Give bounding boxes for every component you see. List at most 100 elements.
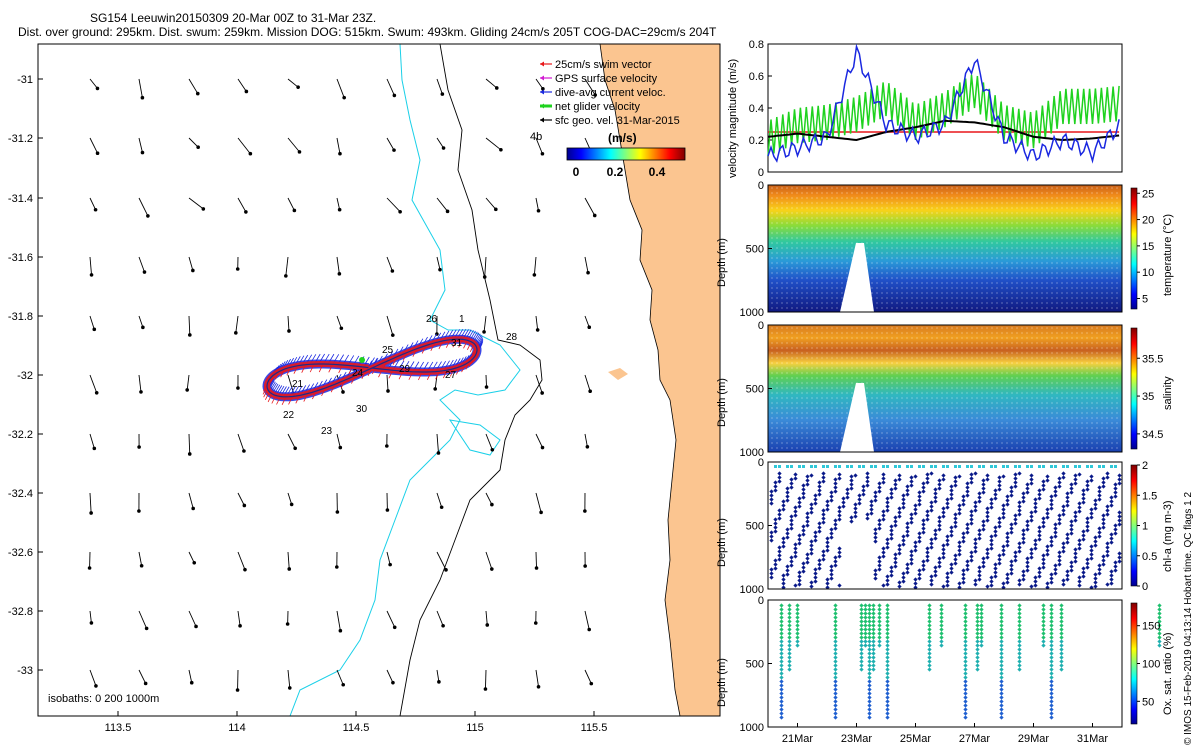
chl-point <box>973 471 978 476</box>
oxygen-point <box>1017 643 1022 648</box>
chl-point <box>957 540 962 545</box>
chl-point <box>1113 560 1118 565</box>
chl-point <box>1037 570 1042 575</box>
oxygen-point <box>1017 647 1022 652</box>
oxygen-point <box>1017 603 1022 608</box>
chl-surface-point <box>918 465 921 468</box>
chl-point <box>1077 542 1082 547</box>
oxygen-point <box>1017 663 1022 668</box>
chl-surface-point <box>1090 465 1093 468</box>
chl-surface-point <box>846 465 849 468</box>
swim-vector <box>388 370 394 379</box>
swim-vector <box>408 371 414 380</box>
oxygen-point <box>975 663 980 668</box>
section-plot-fill <box>768 185 1122 312</box>
vector-arrow <box>535 433 543 448</box>
chl-point <box>1005 535 1010 540</box>
oxygen-point <box>999 683 1004 688</box>
chl-point <box>1081 488 1086 493</box>
oxygen-point <box>1017 639 1022 644</box>
oxygen-point <box>975 611 980 616</box>
panel3-cbar-label: salinity <box>1162 376 1174 410</box>
chl-point <box>1073 547 1078 552</box>
label-4b: 4b <box>530 131 542 143</box>
chl-point <box>1117 477 1122 482</box>
chl-point <box>1037 496 1042 501</box>
chl-point <box>1013 476 1018 481</box>
map-panel: 113.5 114 114.5 115 115.5 -31 -31.2 -31.4 -31.6 -… <box>8 43 721 734</box>
vector-arrow <box>584 256 589 273</box>
oxygen-point <box>975 643 980 648</box>
vector-arrow <box>386 78 395 96</box>
oxygen-point <box>963 651 968 656</box>
chl-point <box>1041 565 1046 570</box>
chl-point <box>965 489 970 494</box>
oxygen-point <box>1059 651 1064 656</box>
chl-surface-point <box>1038 465 1041 468</box>
oxygen-point <box>963 683 968 688</box>
oxygen-point <box>1049 603 1054 608</box>
chl-point <box>1077 583 1082 588</box>
chl-point <box>1085 528 1090 533</box>
swim-vector <box>340 379 346 389</box>
chl-point <box>965 559 970 564</box>
chl-surface-point <box>1086 465 1089 468</box>
swim-vector <box>263 389 269 398</box>
chl-point <box>1049 576 1054 581</box>
map-ytick-label: -32.2 <box>8 429 33 441</box>
swim-vector <box>435 371 441 380</box>
chl-point <box>1009 522 1014 527</box>
oxygen-point <box>999 707 1004 712</box>
colorbar-tick-label: 25 <box>1142 188 1154 200</box>
chl-surface-point <box>862 465 865 468</box>
chl-point <box>993 574 998 579</box>
oxygen-point <box>1157 635 1162 640</box>
chl-point <box>1085 524 1090 529</box>
chl-point <box>993 492 998 497</box>
vector-arrow <box>138 256 145 273</box>
oxygen-point <box>1049 635 1054 640</box>
map-ytick-label: -32 <box>17 370 33 382</box>
chl-point <box>977 532 982 537</box>
vector-arrow <box>287 197 295 211</box>
panel4-ylabel: Depth (m) <box>716 518 728 567</box>
section-plot-fill <box>768 325 1122 452</box>
vector-arrow <box>287 433 296 449</box>
oxygen-point <box>999 631 1004 636</box>
chl-point <box>1057 484 1062 489</box>
chl-point <box>1057 521 1062 526</box>
chl-point <box>1029 584 1034 589</box>
chl-surface-point <box>1102 465 1105 468</box>
vector-arrow <box>235 315 239 333</box>
vector-arrow <box>436 669 440 682</box>
chl-point <box>1101 517 1106 522</box>
vector-arrow <box>436 137 444 149</box>
chl-surface-point <box>982 465 985 468</box>
chl-point <box>1113 531 1118 536</box>
chl-point <box>1093 543 1098 548</box>
swim-vector <box>267 393 273 403</box>
chl-point <box>1021 491 1026 496</box>
chl-point <box>1089 507 1094 512</box>
chl-point <box>1109 569 1114 574</box>
chl-point <box>1029 514 1034 519</box>
swim-vector <box>265 391 270 400</box>
vector-arrow <box>336 256 340 274</box>
chl-point <box>981 556 986 561</box>
chl-point <box>965 485 970 490</box>
vector-arrow <box>386 610 396 628</box>
oxygen-point <box>999 679 1004 684</box>
chl-point <box>981 560 986 565</box>
oxygen-point <box>1049 695 1054 700</box>
depth-tick: 500 <box>746 659 764 671</box>
chl-point <box>1005 502 1010 507</box>
chl-surface-point <box>870 465 873 468</box>
chl-point <box>1009 567 1014 572</box>
chl-point <box>1093 584 1098 589</box>
oxygen-point <box>963 659 968 664</box>
chl-point <box>989 583 994 588</box>
vector-arrow <box>535 669 539 687</box>
chl-point <box>1001 474 1006 479</box>
chl-surface-point <box>906 465 909 468</box>
chl-point <box>969 558 974 563</box>
